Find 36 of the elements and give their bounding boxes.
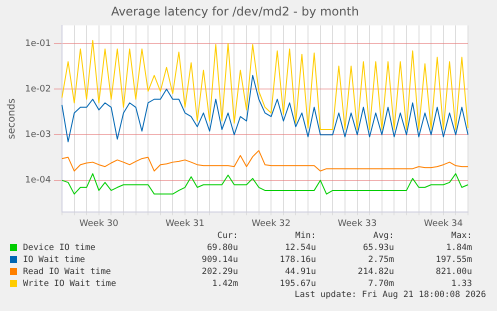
text: Min: [294,230,316,242]
text: 65.93u [362,242,394,254]
text: Last update: Fri Aug 21 18:00:08 2026 [294,290,486,300]
text: 202.29u [200,266,238,278]
text: Avg: [372,230,394,242]
text: 1.33 [450,278,472,290]
text: 195.67u [278,278,316,290]
y-tick-label: 1e-01 [24,38,51,49]
legend-label: Write IO Wait time [22,278,118,290]
x-tick-label: Week 30 [79,218,119,229]
text: 197.55m [434,254,472,266]
text: 69.80u [206,242,238,254]
y-tick-label: 1e-04 [24,176,52,186]
x-tick-label: Week 33 [338,218,377,229]
legend-label: Device IO time [22,242,96,254]
text: Max: [450,230,472,242]
text: 12.54u [284,242,316,254]
legend-label: IO Wait time [22,254,86,266]
chart-title: Average latency for /dev/md2 - by month [111,4,359,18]
legend-label: Read IO Wait time [22,266,112,278]
text: 909.14u [200,254,238,266]
text: 1.42m [211,278,238,290]
text: Cur: [216,230,238,242]
x-tick-label: Week 31 [166,218,204,229]
text: 7.70m [367,278,394,290]
text: 1.84m [445,242,472,254]
text: 2.75m [367,254,394,266]
x-tick-label: Week 32 [252,218,291,229]
text: 44.91u [284,266,316,278]
y-tick-label: 1e-02 [24,84,51,94]
y-axis-title: seconds [6,98,18,140]
text: 214.82u [356,266,394,278]
text: 821.00u [434,266,472,278]
text: 178.16u [278,254,316,266]
y-tick-label: 1e-03 [24,130,51,140]
x-tick-label: Week 34 [424,218,464,229]
